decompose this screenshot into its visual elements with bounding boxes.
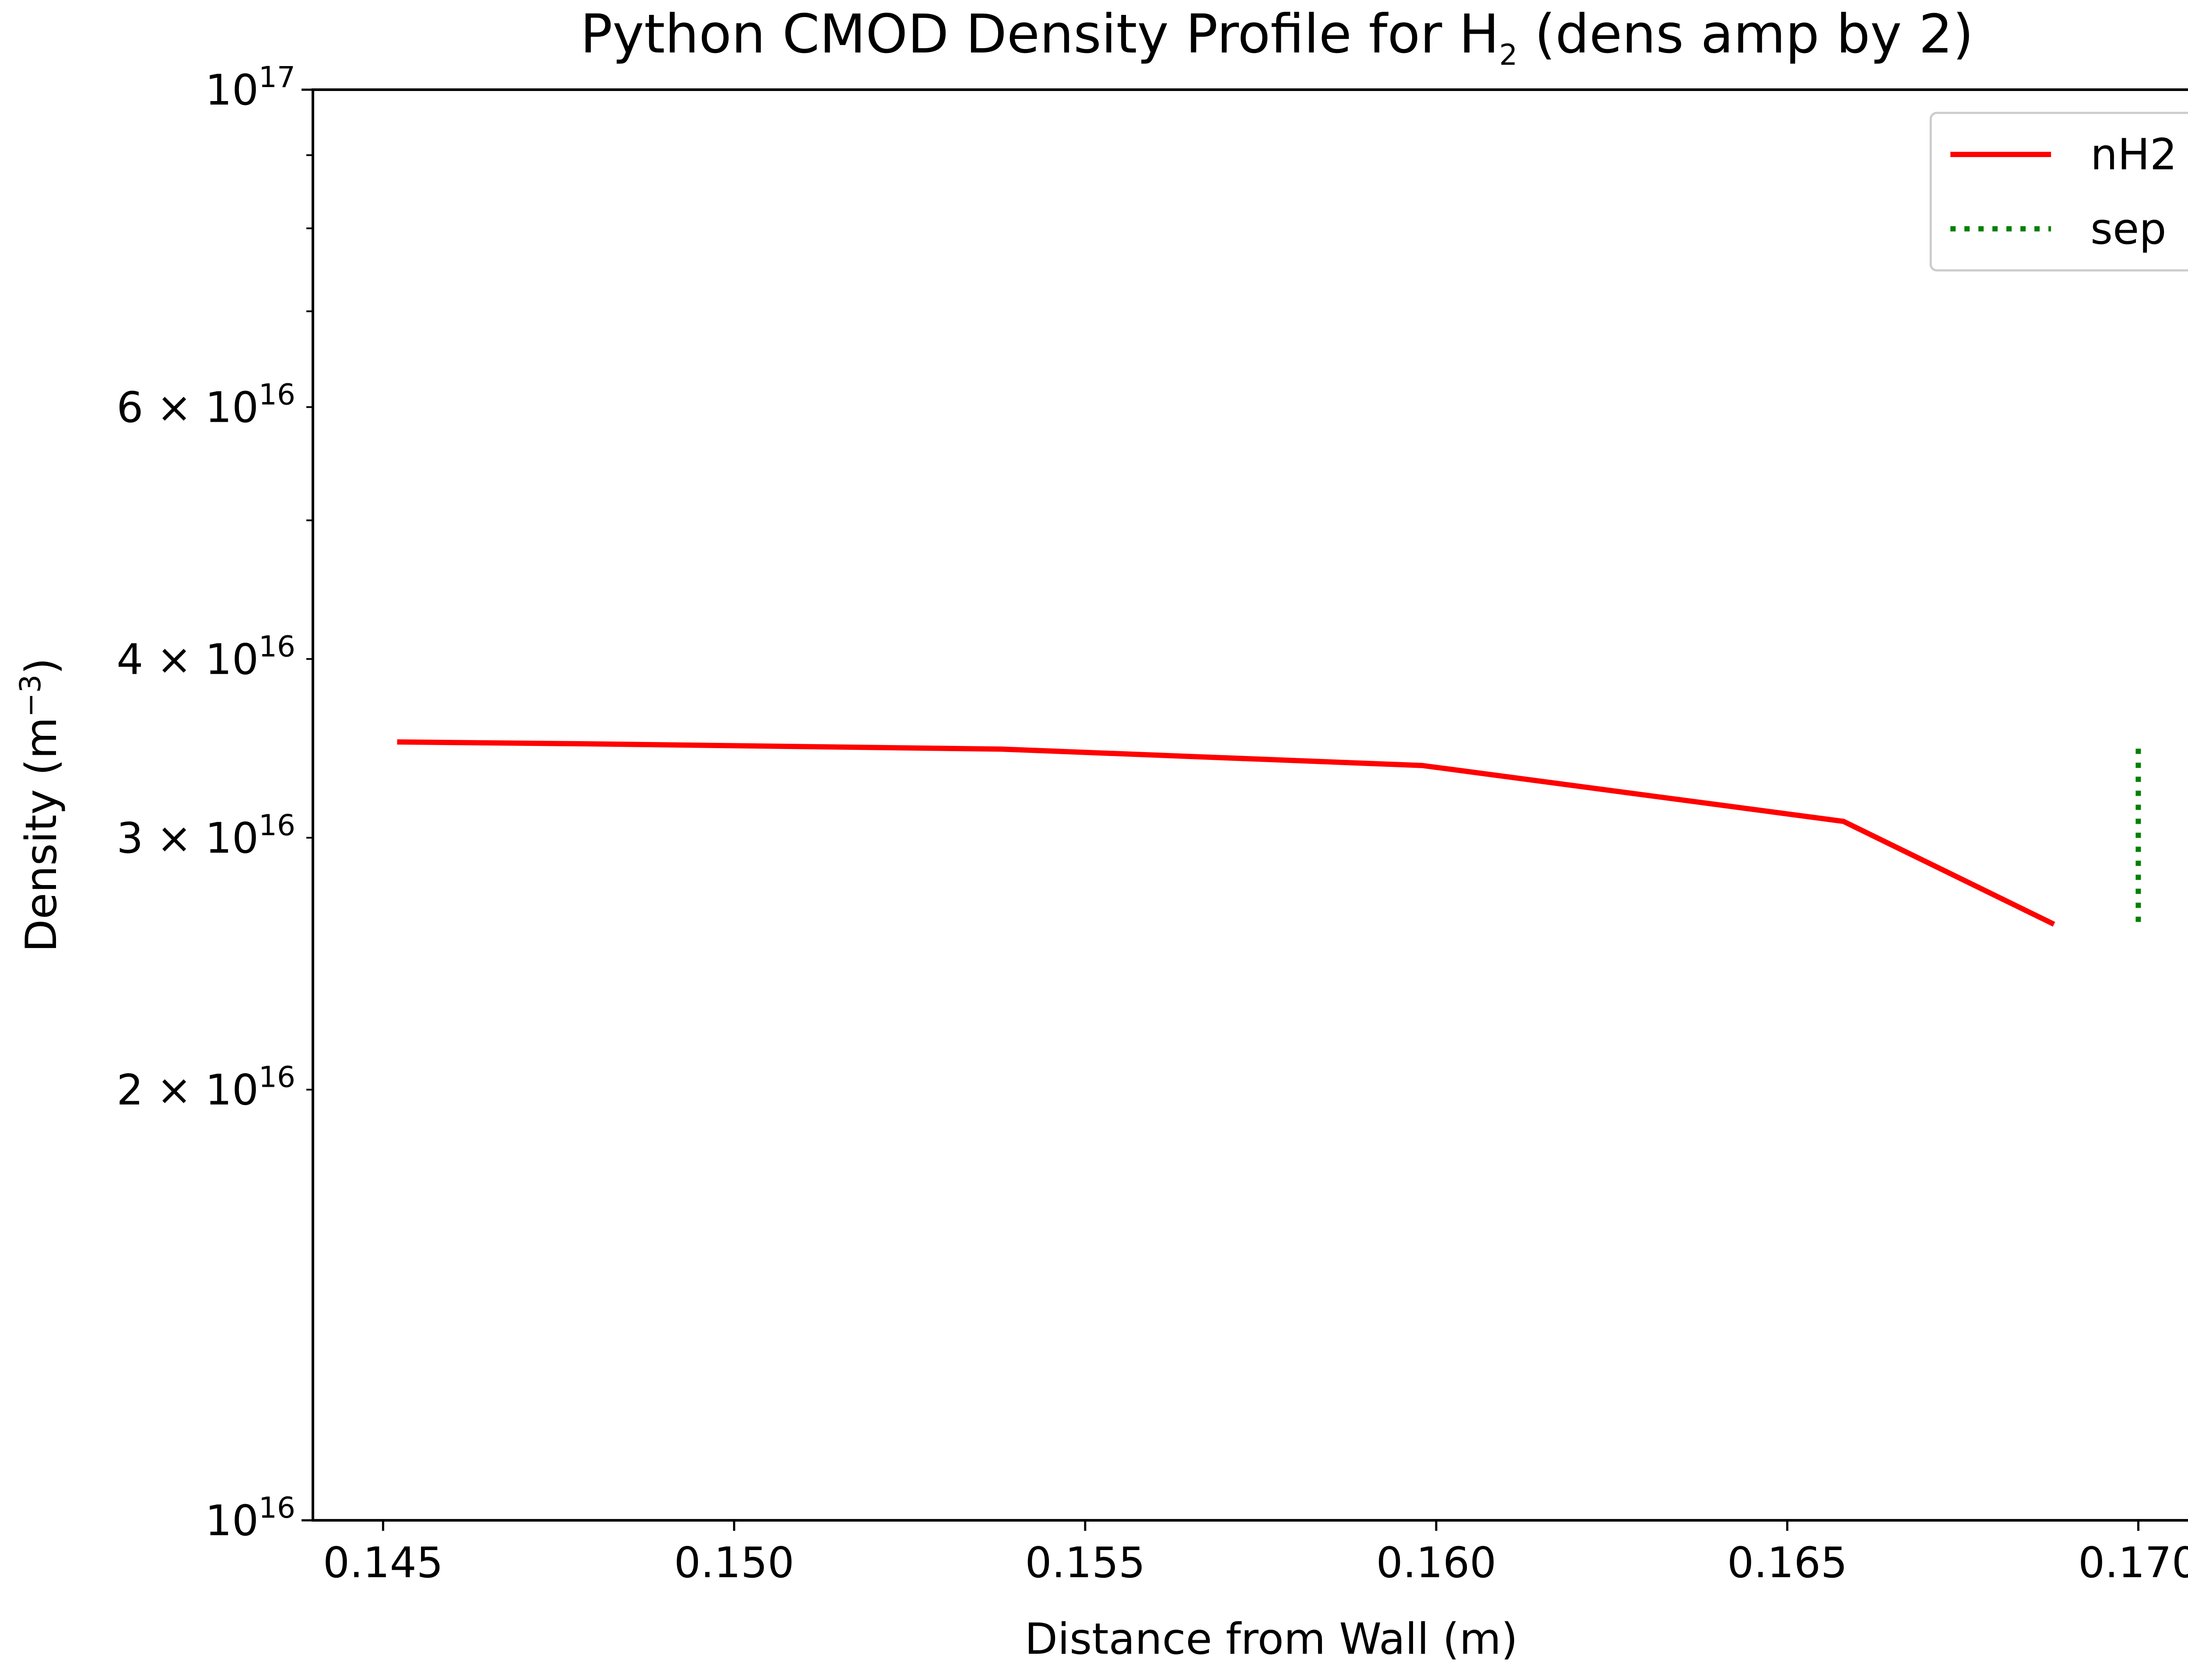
x-tick-label: 0.165 [1727,1538,1848,1587]
y-tick-label: 1017 [205,60,295,115]
x-tick-label: 0.150 [674,1538,794,1587]
x-tick-label: 0.170 [2078,1538,2188,1587]
x-axis-label: Distance from Wall (m) [1024,1614,1518,1664]
y-axis-label-close: ) [17,658,67,675]
legend-label-sep: sep [2090,204,2167,254]
y-axis: 1016 1017 2 × 1016 3 × 1016 4 × 1016 6 × 1016 [116,60,313,1545]
series-line-nh2 [397,739,2055,927]
y-tick-label: 3 × 1016 [116,808,295,863]
legend-label-nh2: nH2 [2090,130,2177,180]
y-tick-label: 2 × 1016 [116,1060,295,1115]
y-axis-label-exponent: −3 [14,675,47,717]
plot-area-frame [312,88,2188,1522]
y-tick-label: 6 × 1016 [116,378,295,432]
chart-title-subscript: 2 [1499,38,1518,72]
series-layer [397,739,2141,927]
chart-legend: nH2 sep [1929,112,2188,272]
x-tick-label: 0.155 [1025,1538,1145,1587]
x-tick-label: 0.145 [323,1538,443,1587]
y-tick-label: 1016 [205,1491,295,1545]
chart-title: Python CMOD Density Profile for H2 (dens… [580,3,1974,72]
y-axis-label: Density (m−3) [14,658,67,952]
chart-title-suffix: (dens amp by 2) [1518,3,1974,65]
y-axis-label-main: Density (m [17,717,67,952]
x-tick-label: 0.160 [1376,1538,1497,1587]
x-axis: 0.145 0.150 0.155 0.160 0.165 0.170 [323,1520,2188,1587]
y-tick-label: 4 × 1016 [116,630,295,684]
chart-title-main: Python CMOD Density Profile for H [580,3,1499,65]
